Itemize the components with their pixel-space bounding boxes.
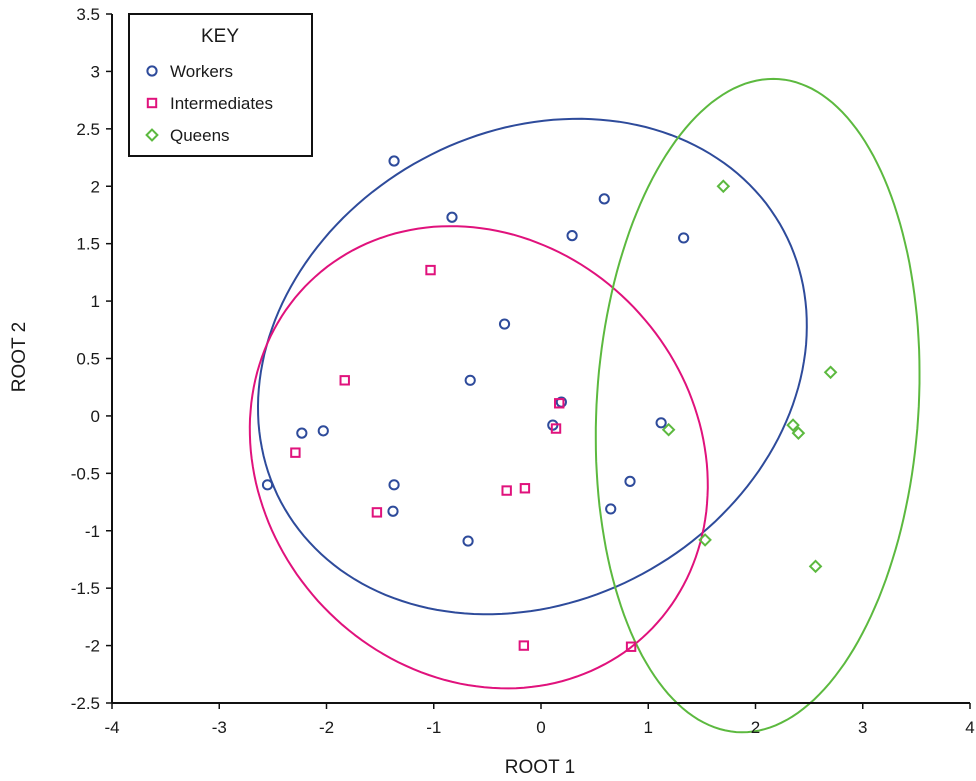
workers-point — [446, 211, 458, 223]
y-tick-label: 2 — [91, 177, 100, 196]
intermediates-point — [550, 423, 562, 434]
x-tick-label: 3 — [858, 718, 867, 737]
intermediates-point — [518, 640, 530, 651]
y-tick-label: 3.5 — [76, 5, 100, 24]
legend-marker-intermediates — [146, 97, 158, 109]
legend-label-queens: Queens — [170, 126, 230, 145]
intermediates-point — [554, 398, 565, 409]
queens-point — [791, 426, 806, 440]
workers-point — [387, 505, 399, 517]
axes: -4 -3 -2 -1 0 1 2 3 4 -2.5 -2 -1.5 -1 -0.5 0 0.5 1 1.5 2 2… — [71, 5, 975, 737]
ellipse-queens — [594, 77, 921, 734]
workers-point — [388, 479, 400, 491]
workers-point — [598, 193, 610, 205]
workers-point — [296, 427, 308, 439]
x-axis-title: ROOT 1 — [505, 757, 575, 778]
workers-point — [261, 479, 274, 491]
workers-point — [464, 374, 476, 386]
x-tick-label: 0 — [536, 718, 545, 737]
legend: KEY Workers Intermediates Queens — [128, 13, 313, 157]
intermediates-point — [501, 485, 512, 496]
y-tick-label: -1.5 — [71, 579, 100, 598]
x-tick-label: 2 — [751, 718, 760, 737]
workers-point — [566, 230, 578, 242]
workers-point — [678, 232, 690, 244]
workers-point — [655, 417, 667, 429]
y-ticks: -2.5 -2 -1.5 -1 -0.5 0 0.5 1 1.5 2 2.5 3 3.5 — [71, 5, 112, 713]
workers-point — [605, 503, 617, 515]
intermediates-point — [425, 264, 436, 276]
intermediates-point — [625, 641, 637, 652]
queens-point — [823, 365, 838, 380]
workers-point — [388, 155, 400, 167]
workers-point — [317, 425, 329, 437]
y-tick-label: -0.5 — [71, 464, 100, 483]
intermediates-point — [519, 483, 531, 494]
workers-point — [498, 318, 511, 330]
queens-point — [786, 418, 800, 432]
x-tick-label: -1 — [426, 718, 441, 737]
x-tick-label: 4 — [965, 718, 974, 737]
y-axis-title: ROOT 2 — [9, 322, 30, 392]
y-tick-label: 3 — [91, 62, 100, 81]
x-tick-label: -3 — [212, 718, 227, 737]
legend-items: Workers Intermediates Queens — [145, 62, 273, 145]
workers-point — [462, 535, 474, 547]
y-tick-label: 0 — [91, 407, 100, 426]
workers-point — [624, 475, 636, 487]
data-points — [261, 155, 838, 652]
series-workers — [261, 155, 690, 547]
intermediates-point — [290, 447, 301, 458]
y-tick-label: 1 — [91, 292, 100, 311]
queens-point — [698, 533, 712, 547]
legend-label-workers: Workers — [170, 62, 233, 81]
legend-marker-workers — [146, 65, 158, 77]
confidence-ellipses — [248, 77, 921, 734]
legend-title: KEY — [201, 26, 239, 47]
ellipse-workers — [256, 117, 808, 616]
series-intermediates — [290, 264, 637, 652]
queens-point — [716, 179, 731, 194]
y-tick-label: -2.5 — [71, 694, 100, 713]
intermediates-point — [339, 375, 350, 386]
y-tick-label: 0.5 — [76, 350, 100, 369]
legend-marker-queens — [145, 128, 159, 142]
x-ticks: -4 -3 -2 -1 0 1 2 3 4 — [104, 703, 975, 737]
series-queens — [661, 179, 838, 574]
legend-label-intermediates: Intermediates — [170, 94, 273, 113]
ellipse-intermediates — [248, 225, 709, 690]
y-tick-label: -1 — [85, 522, 100, 541]
y-tick-label: -2 — [85, 637, 100, 656]
y-tick-label: 2.5 — [76, 120, 100, 139]
y-tick-label: 1.5 — [76, 235, 100, 254]
intermediates-point — [371, 507, 383, 518]
queens-point — [661, 422, 676, 437]
legend-box — [128, 13, 313, 157]
x-tick-label: 1 — [644, 718, 653, 737]
x-tick-label: -4 — [104, 718, 119, 737]
queens-point — [808, 559, 823, 574]
x-tick-label: -2 — [319, 718, 334, 737]
